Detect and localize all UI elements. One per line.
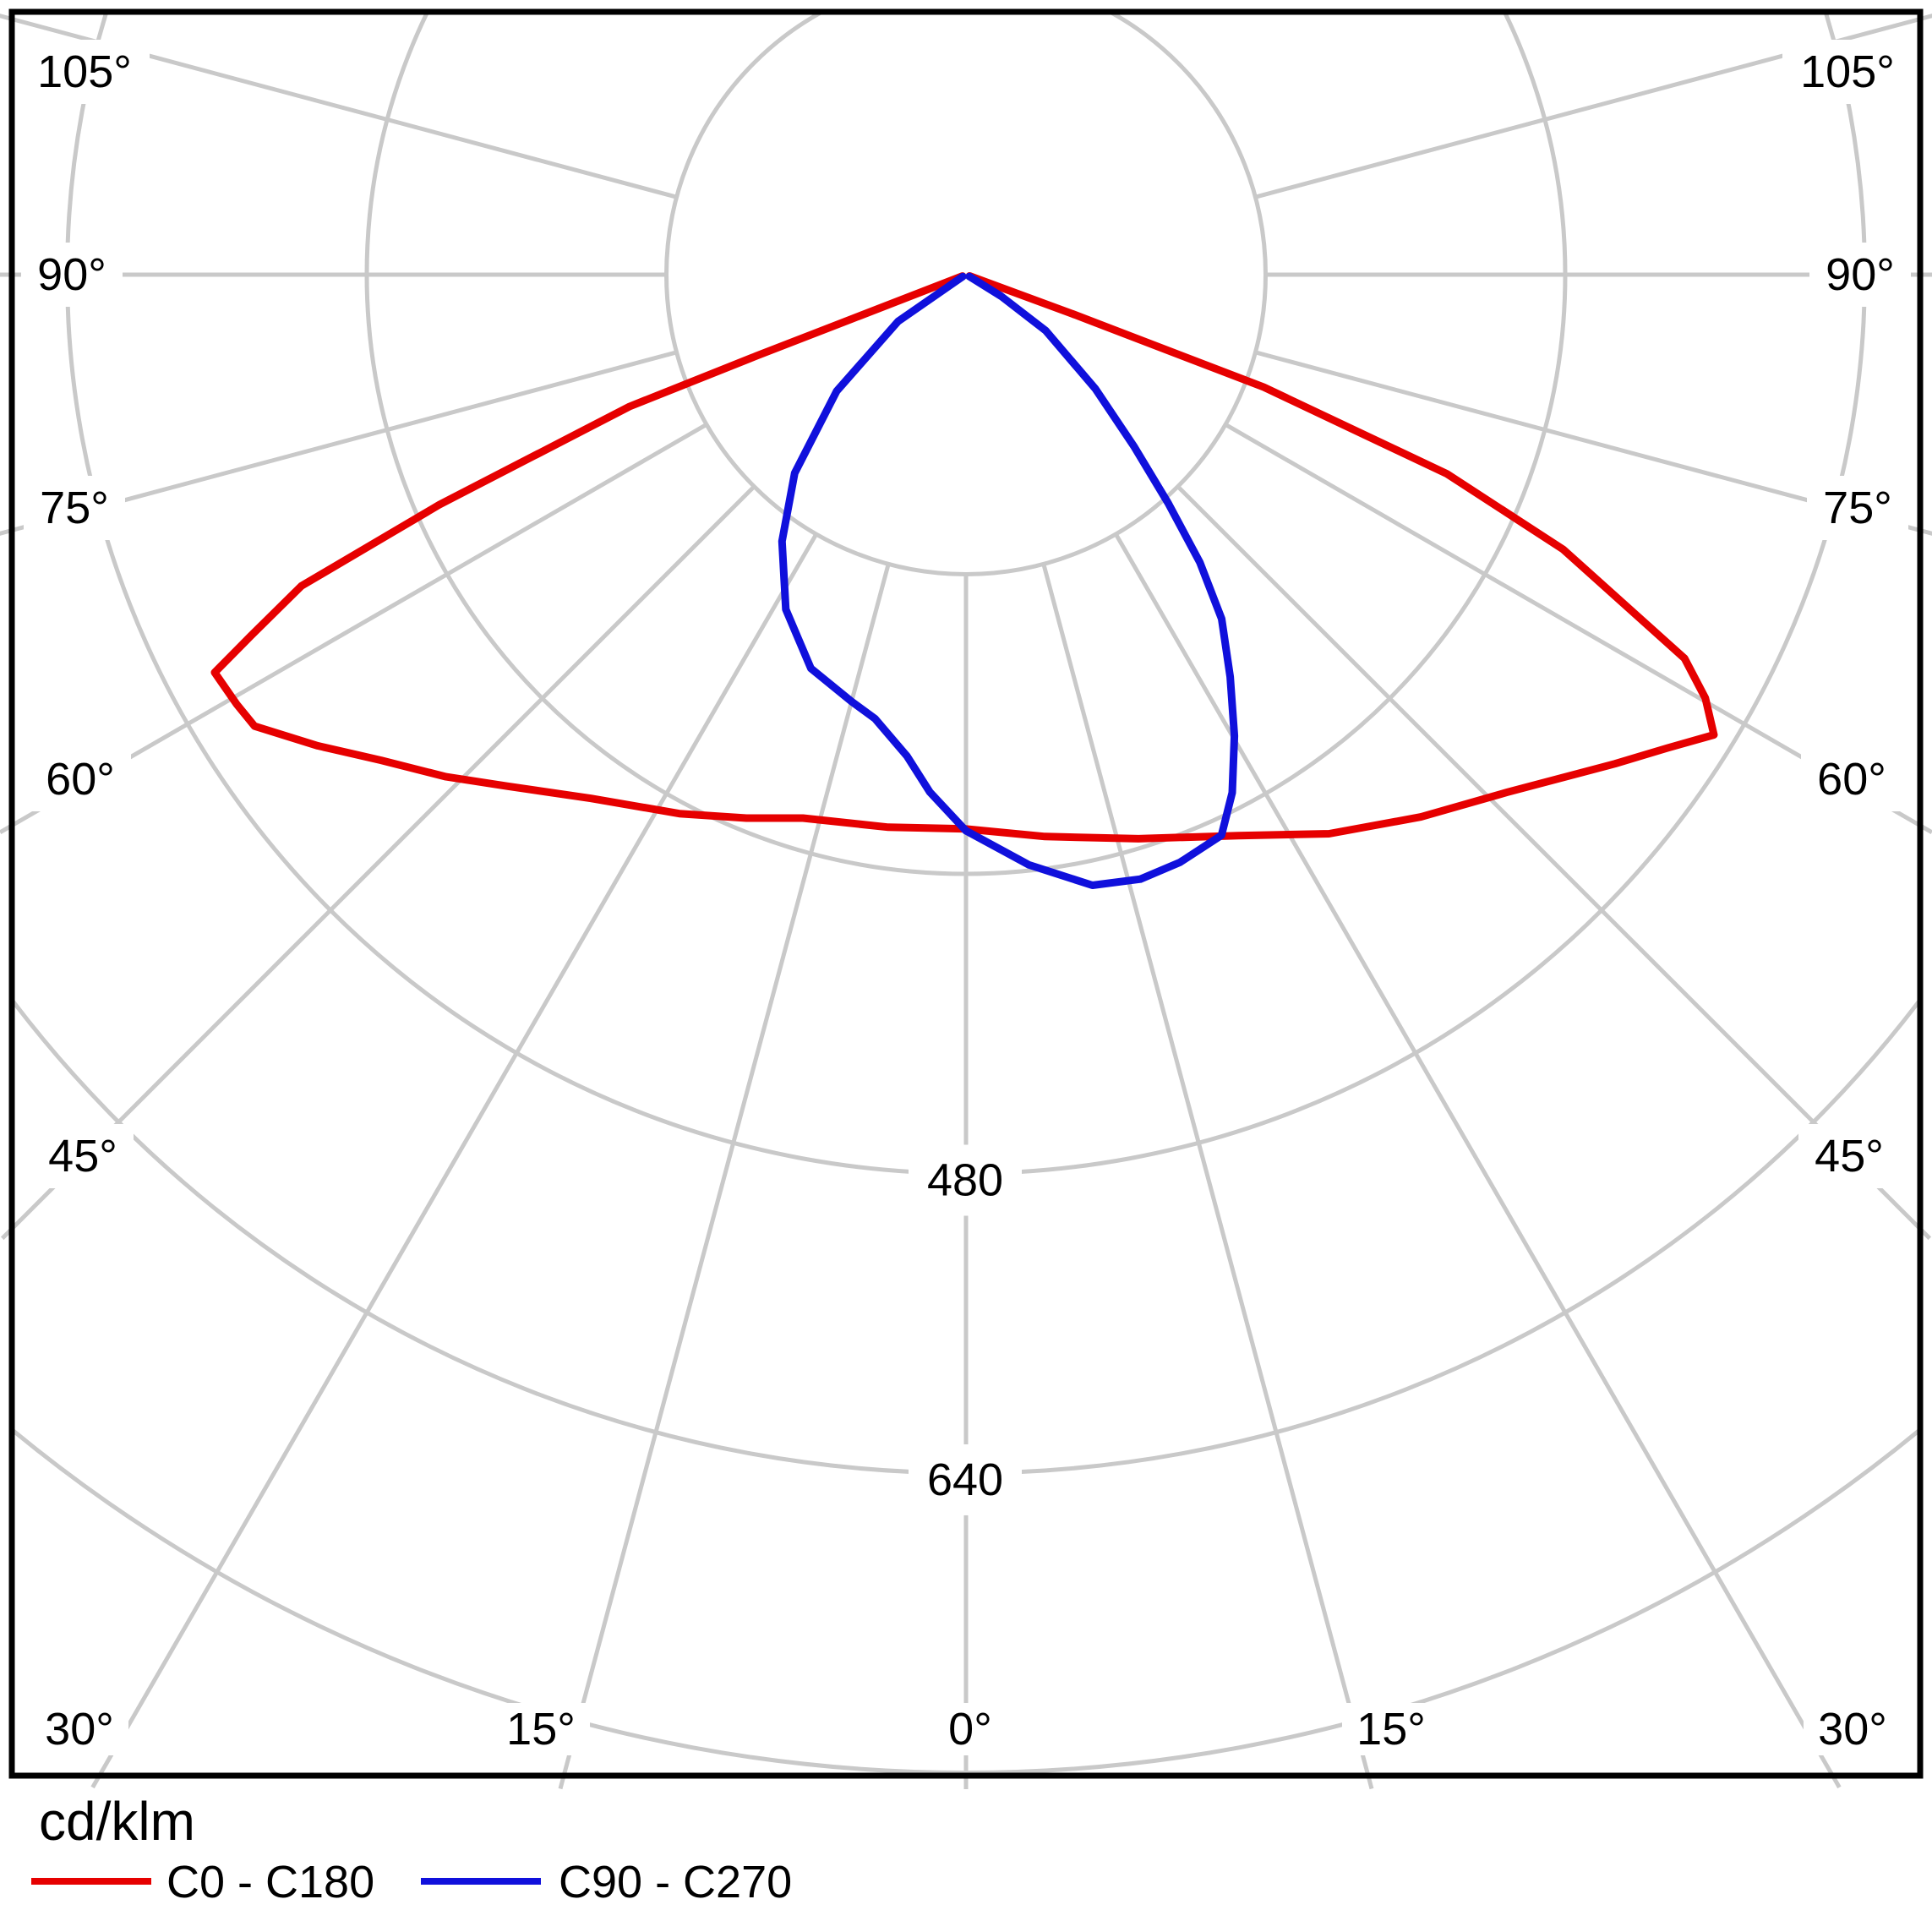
legend: C0 - C180 C90 - C270 [0,1856,1932,1915]
angle-label-bottom-0-30: 30° [45,1704,114,1755]
ring-label-640: 640 [927,1454,1003,1505]
angle-label-left-105: 105° [37,46,132,97]
angle-label-bottom-0-30-bg [30,1703,128,1755]
angle-label-right-90: 90° [1826,249,1895,300]
angle-label-right-105-bg [1782,40,1913,104]
angle-label-right-90-bg [1809,243,1911,307]
ring-160 [664,14,1268,576]
angle-label-bottom-2-0-bg [936,1703,1005,1755]
legend-item-label: C0 - C180 [166,1857,375,1907]
spoke-30 [1114,532,1834,1773]
c90-c270-line-swatch [421,1878,541,1885]
angle-label-right-75: 75° [1823,483,1892,533]
angle-label-right-45-bg [1798,1124,1900,1188]
curve-c90-c270 [778,272,1239,889]
c0-c180-line-swatch [31,1878,151,1885]
angle-label-right-105: 105° [1800,46,1895,97]
angle-label-left-75-bg [24,476,125,540]
spoke--45 [14,484,756,1230]
angle-label-right-60-bg [1801,747,1902,811]
angle-label-left-45: 45° [48,1131,117,1182]
angle-label-left-90-bg [21,243,123,307]
spoke-45 [1176,484,1918,1230]
angle-label-bottom-4-30: 30° [1818,1704,1887,1755]
legend-item-label: C90 - C270 [559,1857,793,1907]
angle-label-left-90: 90° [37,249,106,300]
angle-label-left-60: 60° [46,754,115,805]
unit-label: cd/klm [39,1791,195,1852]
spoke--30 [98,532,818,1773]
angle-label-bottom-2-0: 0° [948,1704,992,1755]
angle-label-left-75: 75° [40,483,109,533]
angle-label-right-75-bg [1807,476,1908,540]
angle-label-bottom-3-15-bg [1342,1703,1440,1755]
chart-frame [8,8,1924,1779]
curve-c0-c180 [210,272,1718,843]
angle-label-left-105-bg [19,40,150,104]
spoke-15 [1041,563,1370,1773]
angle-label-bottom-1-15-bg [492,1703,590,1755]
angle-label-right-60: 60° [1817,754,1886,805]
angle-label-bottom-4-30-bg [1804,1703,1902,1755]
ring-label-480: 480 [927,1154,1003,1205]
angle-label-right-45: 45° [1815,1131,1884,1182]
angle-label-bottom-3-15: 15° [1356,1704,1426,1755]
ring-label-480-bg [909,1144,1022,1216]
spoke--15 [562,563,891,1773]
ring-label-640-bg [909,1444,1022,1515]
angle-label-left-60-bg [30,747,131,811]
angle-label-left-45-bg [32,1124,134,1188]
angle-label-bottom-1-15: 15° [506,1704,576,1755]
axis-labels: 105° 105° 90° 90° 75° 75° 60° 60° 45° 45° 30° 15° 0°… [19,40,1913,1755]
